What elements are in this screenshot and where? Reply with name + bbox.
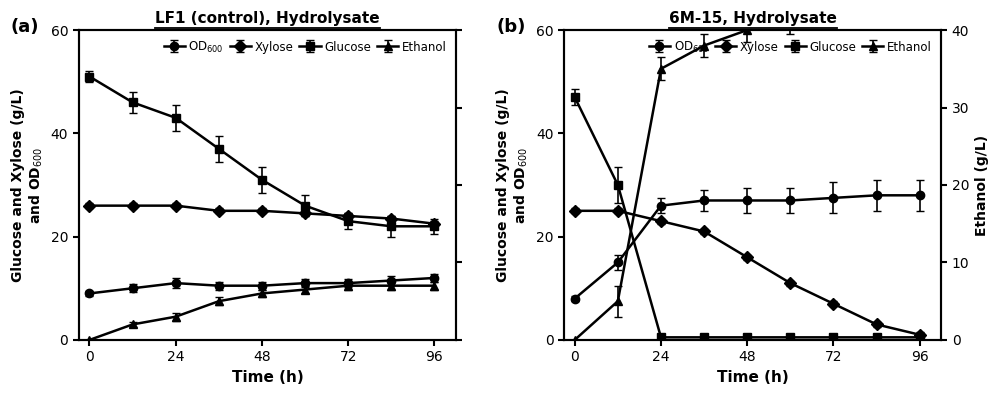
Y-axis label: Ethanol (g/L): Ethanol (g/L) [975, 134, 989, 236]
Legend: OD$_{600}$, Xylose, Glucose, Ethanol: OD$_{600}$, Xylose, Glucose, Ethanol [160, 36, 450, 58]
Y-axis label: Glucose and Xylose (g/L)
and OD$_{600}$: Glucose and Xylose (g/L) and OD$_{600}$ [496, 88, 530, 282]
Title: LF1 (control), Hydrolysate: LF1 (control), Hydrolysate [155, 11, 380, 26]
X-axis label: Time (h): Time (h) [717, 370, 788, 385]
Legend: OD$_{600}$, Xylose, Glucose, Ethanol: OD$_{600}$, Xylose, Glucose, Ethanol [645, 36, 935, 58]
Y-axis label: Glucose and Xylose (g/L)
and OD$_{600}$: Glucose and Xylose (g/L) and OD$_{600}$ [11, 88, 45, 282]
Text: (b): (b) [496, 18, 525, 36]
Title: 6M-15, Hydrolysate: 6M-15, Hydrolysate [669, 11, 837, 26]
X-axis label: Time (h): Time (h) [232, 370, 303, 385]
Text: (a): (a) [11, 18, 39, 36]
